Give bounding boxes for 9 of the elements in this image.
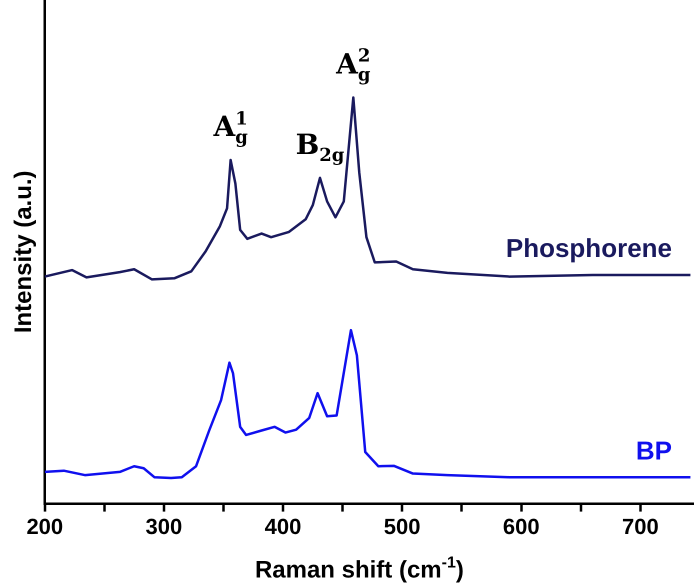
x-tick-label: 600 bbox=[502, 514, 540, 539]
x-tick-label: 400 bbox=[264, 514, 302, 539]
x-tick-label: 500 bbox=[384, 514, 421, 539]
x-tick-label: 200 bbox=[26, 514, 64, 539]
y-axis-title: Intensity (a.u.) bbox=[10, 170, 38, 334]
x-tick-label: 300 bbox=[146, 514, 182, 539]
series-label: BP bbox=[636, 435, 672, 466]
series-label: Phosphorene bbox=[506, 233, 672, 264]
x-tick-label: 700 bbox=[622, 514, 659, 539]
